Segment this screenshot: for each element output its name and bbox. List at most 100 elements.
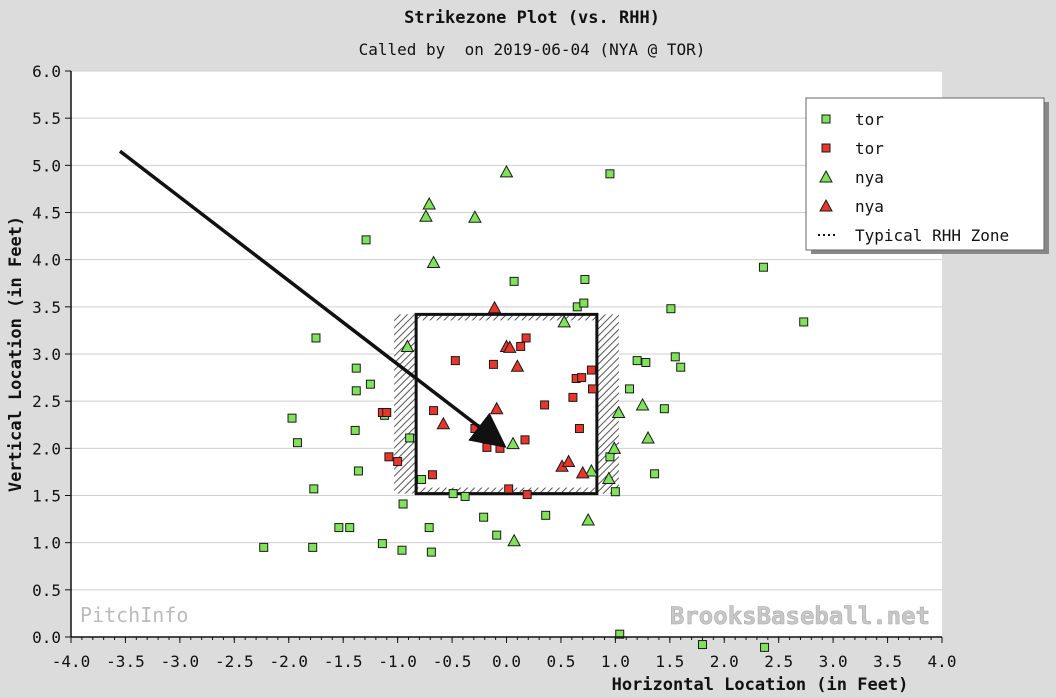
x-tick-label: -3.5 <box>106 652 145 671</box>
pitch-point <box>799 317 809 327</box>
legend-entry: tor <box>855 110 884 129</box>
pitch-points <box>259 164 809 652</box>
pitch-point <box>488 359 498 369</box>
pitch-point <box>460 491 470 501</box>
pitch-point <box>611 405 626 418</box>
pitch-point <box>426 547 436 557</box>
pitch-point <box>659 404 669 414</box>
y-tick-label: 4.0 <box>32 251 61 270</box>
arrow-layer <box>118 149 507 448</box>
y-tick-label: 2.0 <box>32 439 61 458</box>
x-tick-label: 3.0 <box>819 652 848 671</box>
y-tick-label: 0.0 <box>32 628 61 647</box>
pitch-point <box>351 386 361 396</box>
pitch-point <box>450 356 460 366</box>
pitch-point <box>311 333 321 343</box>
pitch-point <box>422 196 437 210</box>
pitch-point <box>479 512 489 522</box>
pitch-point <box>586 365 596 375</box>
pitch-point <box>581 512 595 526</box>
pitch-point <box>557 314 572 328</box>
legend-marker <box>819 198 833 212</box>
pitch-point <box>345 523 355 533</box>
pitch-point <box>424 523 434 533</box>
series-tor-red <box>377 333 598 500</box>
pitch-point <box>540 400 550 410</box>
pitch-point <box>382 407 392 417</box>
pitch-point <box>365 379 375 389</box>
pitch-point <box>602 471 616 485</box>
pitch-point <box>607 441 622 454</box>
pitch-point <box>641 430 655 444</box>
pitch-point <box>492 530 502 540</box>
pitch-point <box>448 489 458 499</box>
pitch-point <box>468 210 482 223</box>
pitch-point <box>615 629 625 639</box>
pitch-point <box>522 490 532 500</box>
x-tick-label: -4.0 <box>52 652 91 671</box>
watermarks: PitchInfo BrooksBaseball.net <box>80 602 930 631</box>
x-tick-label: 3.5 <box>873 652 902 671</box>
pitch-point <box>641 357 651 367</box>
pitch-point <box>499 164 514 178</box>
pitch-point <box>419 209 433 222</box>
pitch-point <box>520 435 530 445</box>
x-tick-label: 1.5 <box>655 652 684 671</box>
pitch-point <box>377 539 387 549</box>
legend-entry: tor <box>855 139 884 158</box>
gridlines <box>71 70 942 591</box>
pitch-point <box>588 384 598 394</box>
x-tick-label: 4.0 <box>928 652 957 671</box>
y-tick-label: 6.0 <box>32 62 61 81</box>
y-axis-label: Vertical Location (in Feet) <box>6 216 26 492</box>
pitch-point <box>427 470 437 480</box>
chart-title: Strikezone Plot (vs. RHH) <box>404 8 660 28</box>
pitch-point <box>650 469 660 479</box>
pitch-point <box>610 487 620 497</box>
pitch-point <box>405 433 415 443</box>
y-tick-label: 3.0 <box>32 345 61 364</box>
legend-entry: nya <box>855 197 884 216</box>
strike-zone <box>394 312 619 496</box>
pitch-point <box>397 545 407 555</box>
x-tick-label: -1.0 <box>378 652 417 671</box>
pitch-point <box>510 359 525 372</box>
pitch-point <box>334 523 344 533</box>
y-tick-label: 3.5 <box>32 298 61 317</box>
chart-subtitle: Called by on 2019-06-04 (NYA @ TOR) <box>359 40 706 59</box>
pitch-point <box>308 542 318 552</box>
pitch-point <box>541 510 551 520</box>
x-tick-label: -1.5 <box>324 652 363 671</box>
pitch-point <box>482 442 492 452</box>
pitch-point <box>577 373 587 383</box>
y-tick-label: 2.5 <box>32 392 61 411</box>
pitch-point <box>625 384 635 394</box>
y-tick-label: 0.5 <box>32 581 61 600</box>
pitch-point <box>353 466 363 476</box>
x-axis-label: Horizontal Location (in Feet) <box>612 675 909 695</box>
pitch-point <box>398 499 408 509</box>
series-tor-green <box>259 169 809 652</box>
pitch-point <box>393 457 403 467</box>
pitch-point <box>259 542 269 552</box>
pitch-point <box>400 339 415 352</box>
legend-marker <box>821 114 831 124</box>
axes: 0.0 0.5 1.0 1.5 2.0 2.5 3.0 3.5 4.0 4.5 5.0 5.5 6.0 -… <box>32 62 956 671</box>
y-tick-label: 1.5 <box>32 487 61 506</box>
pitch-point <box>287 413 297 423</box>
brooksbaseball-watermark: BrooksBaseball.net <box>670 602 930 630</box>
pitch-point <box>584 463 599 477</box>
y-tick-label: 5.5 <box>32 109 61 128</box>
strike-zone-box <box>414 312 599 496</box>
y-tick-label: 5.0 <box>32 156 61 175</box>
pitch-point <box>516 341 526 351</box>
pitch-point <box>697 640 707 650</box>
pitch-point <box>429 406 439 416</box>
pitch-point <box>504 484 514 494</box>
pitch-point <box>666 304 676 314</box>
legend-marker <box>821 143 831 153</box>
pitch-point <box>350 425 360 435</box>
x-tick-label: 0.5 <box>546 652 575 671</box>
x-tick-label: -3.0 <box>161 652 200 671</box>
